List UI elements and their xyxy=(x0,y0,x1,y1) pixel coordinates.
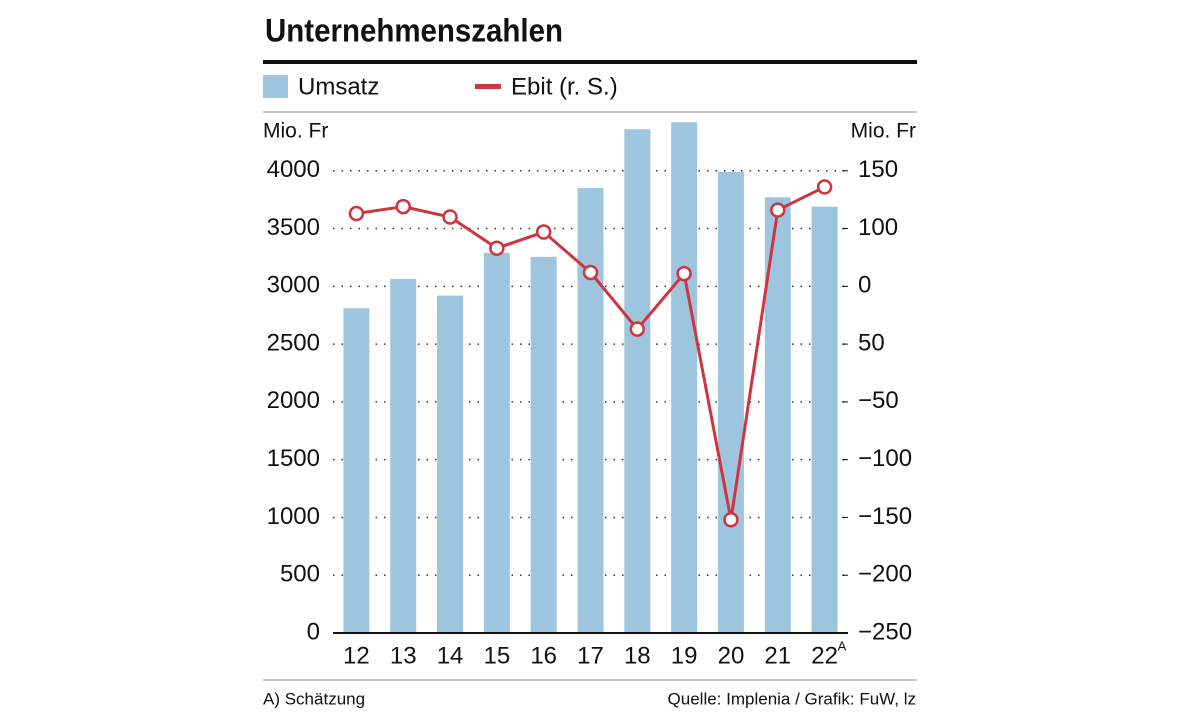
ebit-point xyxy=(770,202,786,218)
legend-label: Umsatz xyxy=(298,73,379,100)
title-rule xyxy=(263,60,917,64)
y2-tick-label: −200 xyxy=(858,561,912,588)
x-tick-label: 21 xyxy=(764,642,791,669)
ebit-point xyxy=(489,240,505,256)
bar xyxy=(577,188,604,633)
ebit-point xyxy=(676,265,692,282)
legend-swatch xyxy=(475,84,501,89)
y2-tick-label: 150 xyxy=(858,156,898,183)
y-tick-label: 4000 xyxy=(267,156,320,183)
y2-tick-label: −250 xyxy=(858,618,912,645)
y2-tick-label: 100 xyxy=(858,214,898,241)
bar xyxy=(390,278,417,633)
y-tick-label: 3000 xyxy=(267,272,320,299)
bar xyxy=(624,129,651,633)
x-tick-label: 20 xyxy=(718,642,745,669)
ebit-point xyxy=(723,512,739,528)
y2-tick-label: 50 xyxy=(858,329,885,356)
y-tick-label: 500 xyxy=(280,561,320,588)
x-tick-label: 14 xyxy=(437,642,464,669)
ebit-point xyxy=(816,179,833,195)
legend-label: Ebit (r. S.) xyxy=(511,73,618,100)
x-tick-label: 18 xyxy=(624,642,651,669)
ebit-point xyxy=(535,224,552,240)
y2-tick-label: −50 xyxy=(858,387,899,414)
y-tick-label: 2500 xyxy=(267,329,320,356)
bar xyxy=(811,206,838,633)
ebit-point xyxy=(348,205,365,222)
bar xyxy=(343,308,370,633)
bar xyxy=(717,171,744,633)
footnote: A) Schätzung xyxy=(263,689,365,708)
ebit-point xyxy=(442,209,458,225)
y-tick-label: 0 xyxy=(307,618,320,645)
y2-axis-unit: Mio. Fr xyxy=(851,120,916,143)
source: Quelle: Implenia / Grafik: FuW, lz xyxy=(668,689,916,708)
ebit-point xyxy=(395,198,411,215)
bar xyxy=(671,122,698,633)
ebit-point xyxy=(582,264,599,281)
chart-title: Unternehmenszahlen xyxy=(265,12,563,48)
x-tick-label: 15 xyxy=(484,642,511,669)
x-tick-label: 16 xyxy=(530,642,557,669)
x-tick-label: 13 xyxy=(390,642,417,669)
y2-tick-label: 0 xyxy=(858,272,871,299)
legend-swatch xyxy=(263,75,288,98)
x-tick-label: 19 xyxy=(671,642,698,669)
y-tick-label: 1000 xyxy=(267,503,320,530)
bar xyxy=(437,295,464,633)
y-tick-label: 1500 xyxy=(267,445,320,472)
ebit-point xyxy=(629,321,646,337)
bar xyxy=(530,256,557,633)
x-tick-label: 17 xyxy=(577,642,604,669)
y2-tick-label: −150 xyxy=(858,503,912,530)
y-axis-unit: Mio. Fr xyxy=(263,120,328,143)
y-tick-label: 3500 xyxy=(267,214,320,241)
x-tick-note: A xyxy=(838,638,847,653)
y-tick-label: 2000 xyxy=(267,387,320,414)
x-tick-label: 22 xyxy=(811,642,838,669)
bar xyxy=(483,252,510,634)
y2-tick-label: −100 xyxy=(858,445,912,472)
x-tick-label: 12 xyxy=(343,642,370,669)
